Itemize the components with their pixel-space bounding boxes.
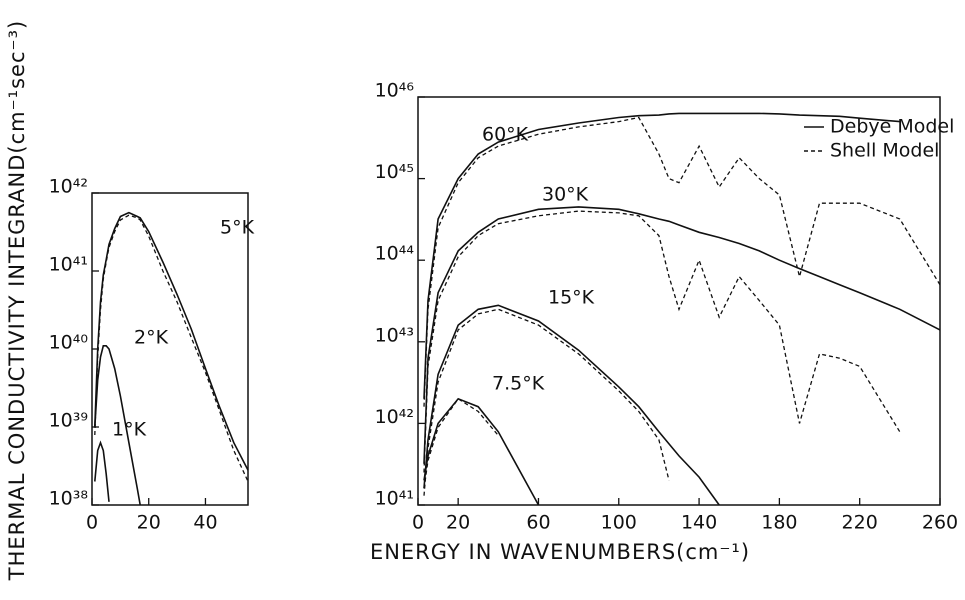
y-tick-label: 10⁴²: [49, 176, 88, 198]
y-tick-label: 10³⁸: [49, 488, 88, 510]
x-tick-label: 260: [922, 512, 958, 534]
y-tick-label: 10⁴¹: [375, 488, 414, 510]
temperature-label: 2°K: [134, 327, 169, 349]
y-tick-label: 10⁴¹: [49, 254, 88, 276]
x-tick-label: 40: [193, 512, 217, 534]
debye-curve: [423, 304, 720, 506]
y-tick-label: 10⁴⁰: [49, 332, 88, 354]
y-tick-label: 10³⁹: [49, 410, 88, 432]
legend-label: Shell Model: [830, 140, 939, 162]
x-tick-label: 0: [86, 512, 98, 534]
temperature-label: 7.5°K: [492, 373, 545, 395]
x-tick-label: 60: [526, 512, 550, 534]
x-tick-label: 180: [761, 512, 797, 534]
debye-curve: [94, 211, 249, 471]
y-tick-label: 10⁴⁵: [375, 161, 414, 183]
temperature-label: 60°K: [482, 124, 529, 146]
y-tick-label: 10⁴²: [375, 406, 414, 428]
temperature-label: 1°K: [112, 419, 147, 441]
debye-curve: [423, 206, 941, 464]
legend-label: Debye Model: [830, 116, 954, 138]
x-tick-label: 20: [446, 512, 470, 534]
shell-curve: [423, 116, 941, 407]
temperature-label: 15°K: [548, 287, 595, 309]
shell-curve: [94, 214, 249, 482]
x-tick-label: 20: [137, 512, 161, 534]
plot-frame: [417, 96, 941, 506]
x-tick-label: 140: [681, 512, 717, 534]
x-tick-label: 100: [601, 512, 637, 534]
shell-curve: [423, 308, 670, 496]
debye-curve: [94, 440, 110, 502]
y-axis-label: THERMAL CONDUCTIVITY INTEGRAND(cm⁻¹sec⁻³…: [5, 20, 29, 581]
debye-curve: [423, 112, 900, 399]
x-axis-label: ENERGY IN WAVENUMBERS(cm⁻¹): [370, 540, 750, 564]
y-tick-label: 10⁴⁶: [375, 80, 414, 102]
temperature-label: 30°K: [542, 184, 589, 206]
y-tick-label: 10⁴³: [375, 324, 414, 346]
x-tick-label: 220: [842, 512, 878, 534]
temperature-label: 5°K: [220, 217, 255, 239]
shell-curve: [423, 210, 901, 473]
x-tick-label: 0: [412, 512, 424, 534]
debye-curve: [94, 345, 141, 506]
y-tick-label: 10⁴⁴: [375, 243, 415, 265]
shell-curve: [423, 397, 499, 489]
debye-curve: [423, 397, 540, 506]
